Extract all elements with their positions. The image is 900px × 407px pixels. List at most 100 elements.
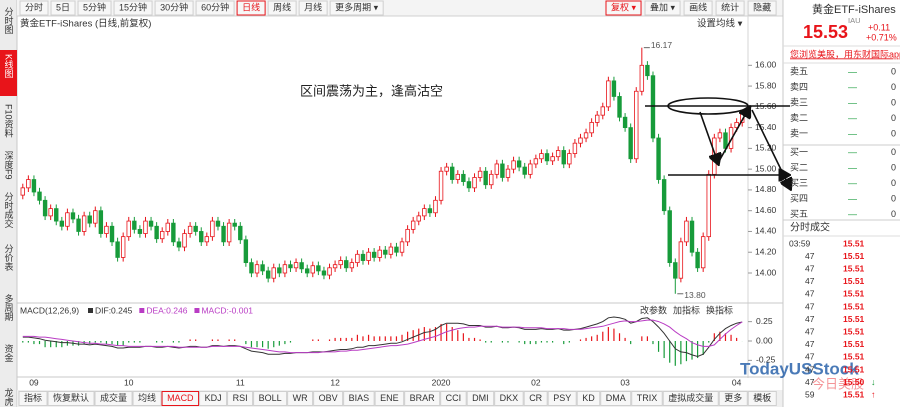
book-volume: 0 — [891, 66, 896, 76]
tab-label[interactable]: 更多周期 ▾ — [335, 1, 379, 12]
sidebar-tab[interactable]: 深度F9 — [4, 151, 14, 180]
trade-price: 15.51 — [843, 251, 865, 261]
tab-button — [747, 0, 777, 16]
candle-body — [249, 262, 254, 274]
tab-label[interactable]: 叠加 ▾ — [650, 2, 676, 12]
tab-label[interactable]: BRAR — [410, 393, 436, 403]
tab-label[interactable]: 成交量 — [100, 392, 127, 403]
book-volume: 0 — [891, 193, 896, 203]
candle-body — [511, 160, 516, 170]
tab-label[interactable]: 虚拟成交量 — [668, 392, 713, 403]
book-label: 买一 — [790, 147, 808, 157]
candle-body — [265, 270, 271, 279]
notice[interactable]: 您浏览美股，用东财国际app — [790, 48, 900, 59]
tab-label[interactable]: BIAS — [349, 393, 370, 403]
trade-time: 47 — [805, 326, 815, 336]
tab-label[interactable]: 模板 — [753, 392, 771, 403]
trade-time: 59 — [805, 389, 815, 399]
tab-label[interactable]: DMI — [472, 393, 489, 403]
tab-label[interactable]: 30分钟 — [160, 1, 188, 12]
tab-label[interactable]: RSI — [233, 393, 248, 403]
candle-body — [199, 231, 204, 243]
candle-body — [567, 153, 572, 165]
y-tick-label: 14.40 — [755, 226, 777, 236]
candle-body — [539, 153, 544, 160]
tab-label[interactable]: TRIX — [637, 393, 658, 403]
candle-body — [221, 225, 226, 243]
sidebar-tab[interactable]: 龙虎 — [4, 387, 14, 407]
y-tick-label: 16.00 — [755, 60, 777, 70]
tab-label[interactable]: WR — [293, 393, 308, 403]
candle-body — [455, 173, 460, 180]
book-price: — — [848, 147, 857, 157]
candle-body — [706, 173, 711, 238]
tab-label[interactable]: 更多 — [724, 392, 742, 403]
sidebar-tab[interactable]: 分时图 — [4, 7, 14, 35]
sidebar-tab[interactable]: 分价表 — [4, 244, 14, 272]
sidebar-tab[interactable]: 分时成交 — [4, 192, 14, 229]
ma-settings[interactable]: 设置均线 ▾ — [697, 18, 743, 30]
tab-label[interactable]: 周线 — [273, 1, 291, 12]
tab-label[interactable]: 隐藏 — [753, 1, 771, 12]
tab-label[interactable]: CCI — [446, 393, 462, 403]
macd-action[interactable]: 换指标 — [706, 304, 733, 315]
candle-body — [204, 236, 210, 243]
tab-label[interactable]: 复权 ▾ — [611, 1, 637, 12]
tab-label[interactable]: 5分钟 — [83, 1, 106, 12]
candle-body — [87, 215, 92, 224]
y-tick-label: 14.80 — [755, 184, 777, 194]
tab-button — [747, 391, 777, 406]
candle-body — [243, 239, 249, 264]
macd-action[interactable]: 加指标 — [673, 304, 700, 315]
tab-label[interactable]: 均线 — [138, 392, 156, 403]
sidebar-tab[interactable]: 多周期 — [4, 293, 14, 322]
sidebar-tab[interactable]: F10资料 — [4, 104, 14, 138]
tab-label[interactable]: 统计 — [721, 1, 739, 12]
tab-label[interactable]: ENE — [380, 393, 399, 403]
macd-title: MACD(12,26,9) — [20, 305, 79, 315]
sidebar-tab[interactable]: K线图 — [4, 54, 14, 79]
tab-label[interactable]: 日线 — [242, 1, 260, 12]
tab-label[interactable]: BOLL — [259, 393, 282, 403]
tab-label[interactable]: 画线 — [689, 1, 707, 12]
tab-label[interactable]: DKX — [500, 393, 519, 403]
tab-label[interactable]: KD — [582, 393, 595, 403]
candle-body — [338, 260, 343, 266]
trade-price: 15.51 — [843, 276, 865, 286]
tab-button — [113, 0, 153, 16]
x-tick-label: 03 — [620, 377, 630, 387]
tab-label[interactable]: 分时 — [25, 1, 43, 12]
macd-action[interactable]: 改参数 — [640, 304, 667, 315]
tab-button — [466, 391, 495, 406]
tab-label[interactable]: PSY — [553, 393, 571, 403]
candle-body — [522, 166, 527, 175]
candle-body — [572, 142, 578, 154]
tab-label[interactable]: 5日 — [56, 2, 70, 12]
tab-label[interactable]: OBV — [319, 393, 338, 403]
book-volume: 0 — [891, 147, 896, 157]
tab-label[interactable]: MACD — [167, 393, 194, 403]
book-label: 卖五 — [790, 66, 808, 76]
tab-label[interactable]: 恢复默认 — [53, 392, 89, 403]
tab-label[interactable]: KDJ — [205, 393, 222, 403]
tab-label[interactable]: CR — [529, 393, 542, 403]
last-price: 15.53 — [803, 22, 848, 42]
candle-body — [154, 225, 159, 240]
tab-label[interactable]: 指标 — [24, 392, 42, 403]
book-price: — — [848, 113, 857, 123]
tab-button — [683, 0, 713, 16]
tab-label[interactable]: DMA — [606, 393, 626, 403]
candle-body — [405, 228, 410, 243]
candle-body — [416, 215, 421, 222]
tab-button — [718, 391, 748, 406]
sidebar-tab[interactable]: 资金 — [4, 344, 14, 362]
tab-label[interactable]: 月线 — [304, 1, 322, 12]
x-tick-label: 2020 — [432, 377, 451, 387]
tab-button — [253, 391, 288, 406]
candle-body — [327, 267, 332, 276]
tab-label[interactable]: 15分钟 — [119, 1, 147, 12]
candle-body — [734, 122, 739, 129]
candle-body — [81, 215, 87, 232]
tab-label[interactable]: 60分钟 — [201, 1, 229, 12]
